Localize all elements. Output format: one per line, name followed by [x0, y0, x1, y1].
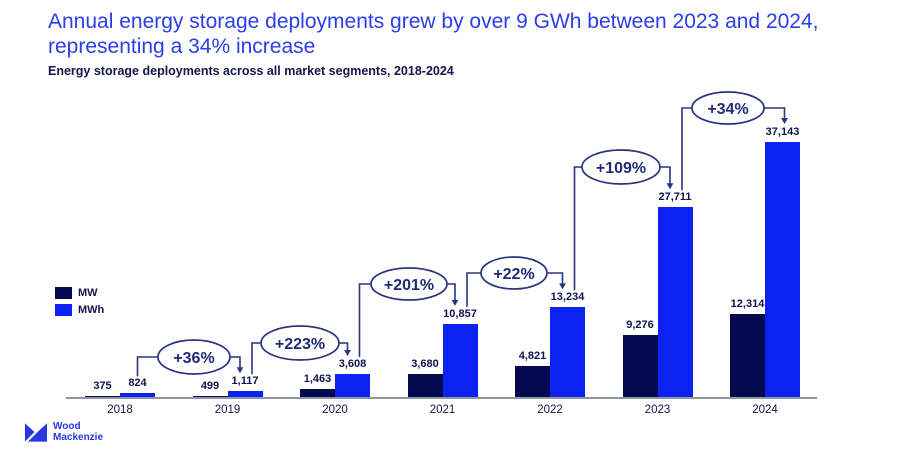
bar-mw-2024 — [730, 313, 765, 399]
value-label-mw-2021: 3,680 — [411, 357, 439, 370]
bar-mw-2022 — [515, 365, 550, 399]
page-title: Annual energy storage deployments grew b… — [48, 9, 888, 59]
bar-mw-2023 — [622, 334, 658, 399]
value-label-mwh-2018: 824 — [128, 377, 147, 390]
bar-mw-2021 — [407, 373, 443, 399]
value-label-mw-2020: 1,463 — [303, 372, 332, 385]
legend-label-mwh: MWh — [78, 303, 105, 316]
x-tick-2023: 2023 — [644, 404, 671, 416]
bar-mwh-2020 — [335, 374, 370, 399]
x-axis-line — [66, 397, 817, 399]
value-label-mw-2018: 375 — [93, 380, 112, 393]
value-label-mw-2022: 4,821 — [518, 349, 547, 362]
value-label-mw-2023: 9,276 — [626, 318, 654, 331]
legend-label-mw: MW — [78, 286, 98, 299]
value-label-mwh-2022: 13,234 — [550, 291, 585, 304]
bar-mwh-2018 — [120, 393, 155, 399]
bar-mwh-2022 — [550, 307, 585, 399]
bar-mwh-2023 — [657, 207, 693, 399]
svg-text:+22%: +22% — [493, 266, 534, 283]
wood-mackenzie-logo: Wood Mackenzie — [25, 421, 104, 443]
svg-text:+36%: +36% — [173, 350, 214, 367]
x-tick-2024: 2024 — [752, 404, 778, 416]
legend-swatch-mwh — [55, 303, 72, 316]
legend-item-mwh: MWh — [55, 301, 104, 318]
x-tick-2020: 2020 — [322, 404, 348, 416]
annotation-bubble-2018-to-2019: +36% — [136, 339, 244, 377]
value-label-mwh-2023: 27,711 — [658, 191, 692, 204]
bar-mw-2020 — [300, 388, 335, 399]
svg-text:+34%: +34% — [707, 101, 748, 118]
legend-swatch-mw — [55, 286, 72, 299]
logo-text-line1: Wood — [53, 421, 81, 432]
page-title-line2: representing a 34% increase — [48, 35, 316, 58]
bar-mwh-2019 — [227, 391, 263, 399]
svg-text:+201%: +201% — [384, 277, 434, 294]
value-label-mw-2019: 499 — [200, 379, 220, 392]
x-tick-2021: 2021 — [429, 404, 456, 416]
legend-item-mw: MW — [55, 284, 104, 301]
bar-mwh-2021 — [442, 323, 478, 399]
value-label-mwh-2019: 1,117 — [231, 375, 259, 388]
chart-subtitle: Energy storage deployments across all ma… — [48, 64, 454, 78]
svg-text:+109%: +109% — [596, 160, 646, 177]
x-tick-2018: 2018 — [107, 404, 133, 416]
x-tick-2019: 2019 — [214, 404, 241, 416]
value-label-mw-2024: 12,314 — [730, 297, 765, 310]
page-title-line1: Annual energy storage deployments grew b… — [48, 10, 819, 33]
x-tick-2022: 2022 — [537, 404, 563, 416]
bar-mwh-2024 — [765, 142, 800, 399]
svg-text:+223%: +223% — [275, 336, 325, 353]
value-label-mwh-2024: 37,143 — [765, 126, 800, 138]
logo-text-line2: Mackenzie — [53, 431, 104, 443]
wood-mackenzie-logo-text: Wood Mackenzie — [53, 421, 104, 443]
value-label-mwh-2020: 3,608 — [338, 358, 367, 371]
wood-mackenzie-logomark-icon — [25, 423, 47, 442]
chart-legend: MW MWh — [55, 284, 104, 318]
value-label-mwh-2021: 10,857 — [443, 307, 477, 320]
